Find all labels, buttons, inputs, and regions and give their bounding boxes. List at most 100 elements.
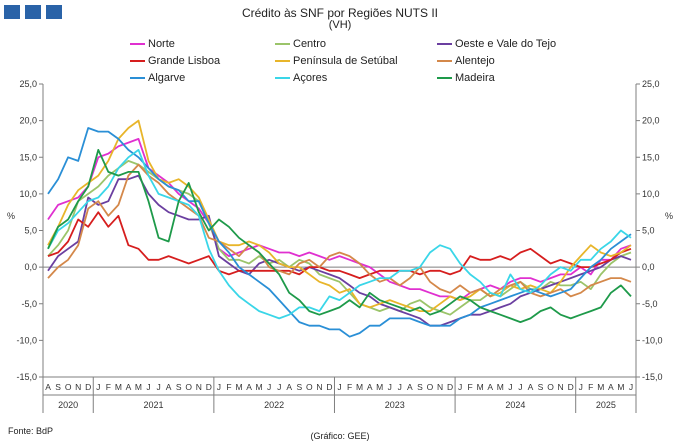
- x-tick-label: M: [115, 382, 122, 392]
- x-year-label: 2023: [385, 400, 405, 410]
- y-tick-label-right: -10,0: [642, 335, 663, 345]
- x-tick-label: S: [417, 382, 423, 392]
- x-tick-label: S: [176, 382, 182, 392]
- legend-label: Centro: [293, 38, 327, 50]
- x-tick-label: A: [286, 382, 292, 392]
- legend-swatch: [275, 60, 290, 62]
- legend-label: Norte: [148, 38, 175, 50]
- x-tick-label: J: [629, 382, 633, 392]
- y-tick-label-right: 5,0: [642, 226, 655, 236]
- legend-swatch: [437, 60, 452, 62]
- x-tick-label: M: [376, 382, 383, 392]
- y-tick-label-right: 10,0: [642, 189, 660, 199]
- y-tick-label-left: 25,0: [19, 79, 37, 89]
- x-tick-label: D: [447, 382, 453, 392]
- x-tick-label: F: [468, 382, 473, 392]
- x-tick-label: J: [267, 382, 271, 392]
- x-tick-label: M: [256, 382, 263, 392]
- chart-credit: (Gráfico: GEE): [310, 431, 370, 441]
- legend-label: Açores: [293, 72, 328, 84]
- x-tick-label: N: [316, 382, 322, 392]
- x-tick-label: J: [146, 382, 150, 392]
- x-tick-label: J: [508, 382, 512, 392]
- logo: [4, 5, 62, 19]
- x-tick-label: O: [547, 382, 554, 392]
- y-tick-label-left: 10,0: [19, 189, 37, 199]
- y-axis-label-left: %: [7, 211, 15, 221]
- chart-title: Crédito às SNF por Regiões NUTS II: [241, 6, 439, 20]
- x-tick-label: S: [55, 382, 61, 392]
- y-tick-label-right: 15,0: [642, 152, 660, 162]
- legend-label: Grande Lisboa: [148, 55, 221, 67]
- x-tick-label: J: [277, 382, 281, 392]
- x-tick-label: J: [337, 382, 341, 392]
- x-tick-label: M: [597, 382, 604, 392]
- y-axis-label-right: %: [665, 211, 673, 221]
- x-tick-label: F: [588, 382, 593, 392]
- x-tick-label: N: [75, 382, 81, 392]
- x-tick-label: O: [427, 382, 434, 392]
- x-tick-label: F: [226, 382, 231, 392]
- y-tick-label-right: -5,0: [642, 299, 658, 309]
- legend-label: Península de Setúbal: [293, 55, 398, 67]
- x-tick-label: J: [579, 382, 583, 392]
- x-tick-label: D: [206, 382, 212, 392]
- x-tick-label: F: [106, 382, 111, 392]
- chart-subtitle: (VH): [328, 19, 352, 31]
- series-line-acores: [47, 148, 632, 320]
- x-tick-label: J: [156, 382, 160, 392]
- x-year-label: 2025: [596, 400, 616, 410]
- x-tick-label: A: [246, 382, 252, 392]
- y-tick-label-right: -15,0: [642, 372, 663, 382]
- y-tick-label-left: 15,0: [19, 152, 37, 162]
- x-tick-label: A: [166, 382, 172, 392]
- x-tick-label: N: [196, 382, 202, 392]
- x-tick-label: S: [296, 382, 302, 392]
- x-tick-label: A: [126, 382, 132, 392]
- series-line-centro: [47, 159, 632, 316]
- x-tick-label: M: [497, 382, 504, 392]
- series-line-norte: [47, 137, 632, 302]
- x-tick-label: F: [347, 382, 352, 392]
- x-tick-label: A: [367, 382, 373, 392]
- x-tick-label: A: [45, 382, 51, 392]
- x-tick-label: M: [135, 382, 142, 392]
- x-tick-label: J: [96, 382, 100, 392]
- y-tick-label-right: 25,0: [642, 79, 660, 89]
- x-tick-label: N: [437, 382, 443, 392]
- x-tick-label: O: [306, 382, 313, 392]
- x-tick-label: D: [568, 382, 574, 392]
- x-tick-label: M: [477, 382, 484, 392]
- y-tick-label-left: 20,0: [19, 116, 37, 126]
- x-tick-label: M: [356, 382, 363, 392]
- x-tick-label: A: [407, 382, 413, 392]
- series-line-algarve: [47, 127, 632, 338]
- y-tick-label-left: -10,0: [16, 335, 37, 345]
- legend-swatch: [130, 60, 145, 62]
- x-tick-label: J: [518, 382, 522, 392]
- x-year-label: 2022: [264, 400, 284, 410]
- legend-swatch: [437, 43, 452, 45]
- x-tick-label: D: [326, 382, 332, 392]
- series-line-alentejo: [47, 163, 632, 298]
- x-tick-label: A: [608, 382, 614, 392]
- legend-swatch: [130, 77, 145, 79]
- y-tick-label-left: -15,0: [16, 372, 37, 382]
- x-tick-label: N: [558, 382, 564, 392]
- legend-label: Algarve: [148, 72, 186, 84]
- x-year-label: 2020: [58, 400, 78, 410]
- x-tick-label: D: [85, 382, 91, 392]
- x-tick-label: S: [538, 382, 544, 392]
- x-tick-label: J: [458, 382, 462, 392]
- x-tick-label: J: [217, 382, 221, 392]
- source-note: Fonte: BdP: [8, 426, 54, 436]
- x-year-label: 2024: [505, 400, 525, 410]
- x-tick-label: O: [65, 382, 72, 392]
- y-tick-label-left: 5,0: [24, 226, 37, 236]
- x-tick-label: J: [398, 382, 402, 392]
- y-tick-label-right: 20,0: [642, 116, 660, 126]
- y-tick-label-left: 0,0: [24, 262, 37, 272]
- x-tick-label: A: [487, 382, 493, 392]
- legend-swatch: [130, 43, 145, 45]
